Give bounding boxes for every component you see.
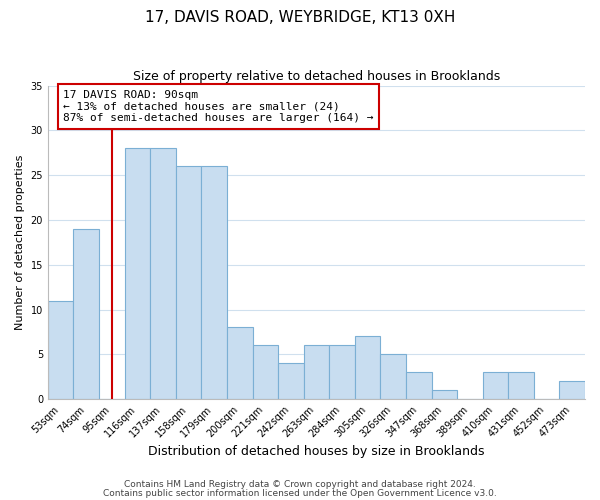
Text: Contains public sector information licensed under the Open Government Licence v3: Contains public sector information licen…	[103, 488, 497, 498]
Text: Contains HM Land Registry data © Crown copyright and database right 2024.: Contains HM Land Registry data © Crown c…	[124, 480, 476, 489]
Bar	[431, 390, 457, 399]
Bar	[150, 148, 176, 399]
Text: 17, DAVIS ROAD, WEYBRIDGE, KT13 0XH: 17, DAVIS ROAD, WEYBRIDGE, KT13 0XH	[145, 10, 455, 25]
Bar	[227, 328, 253, 399]
Bar	[48, 300, 73, 399]
Bar	[508, 372, 534, 399]
Bar	[125, 148, 150, 399]
Bar	[304, 346, 329, 399]
Y-axis label: Number of detached properties: Number of detached properties	[15, 154, 25, 330]
Bar	[380, 354, 406, 399]
Bar	[202, 166, 227, 399]
X-axis label: Distribution of detached houses by size in Brooklands: Distribution of detached houses by size …	[148, 444, 485, 458]
Bar	[278, 364, 304, 399]
Text: 17 DAVIS ROAD: 90sqm
← 13% of detached houses are smaller (24)
87% of semi-detac: 17 DAVIS ROAD: 90sqm ← 13% of detached h…	[63, 90, 374, 123]
Bar	[559, 381, 585, 399]
Bar	[355, 336, 380, 399]
Bar	[482, 372, 508, 399]
Title: Size of property relative to detached houses in Brooklands: Size of property relative to detached ho…	[133, 70, 500, 83]
Bar	[406, 372, 431, 399]
Bar	[176, 166, 202, 399]
Bar	[73, 229, 99, 399]
Bar	[329, 346, 355, 399]
Bar	[253, 346, 278, 399]
